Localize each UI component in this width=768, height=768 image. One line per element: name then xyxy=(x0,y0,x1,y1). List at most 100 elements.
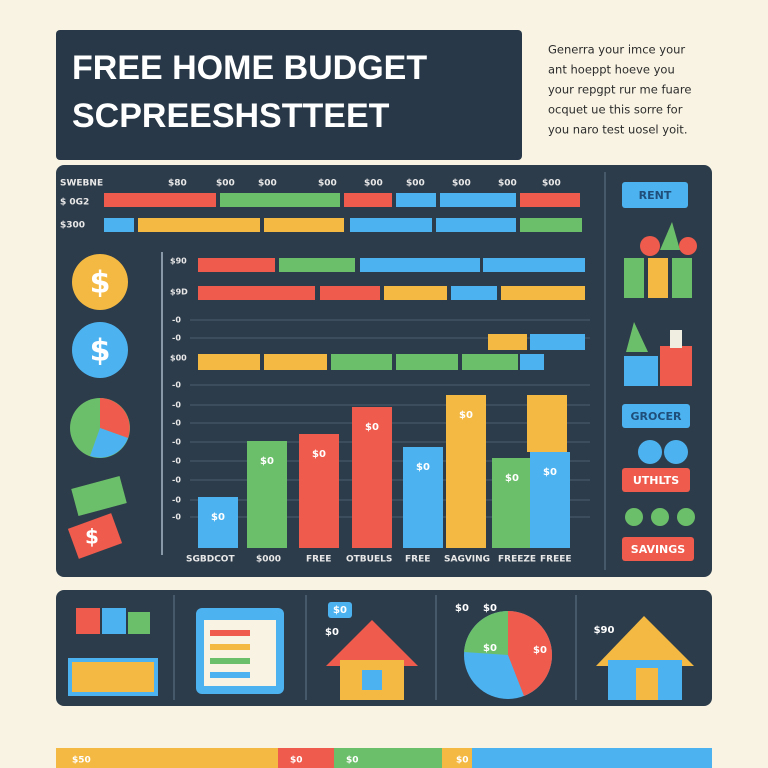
bar-segment xyxy=(104,218,134,232)
bar xyxy=(198,497,238,548)
title: SCPREESHSTTEET xyxy=(72,97,390,135)
panel-label: $0 xyxy=(533,645,547,656)
bar xyxy=(299,434,339,548)
x-label: SGBDCOT xyxy=(186,555,235,565)
y-label: -0 xyxy=(172,316,181,325)
badge xyxy=(328,602,352,618)
y-label: -0 xyxy=(172,438,181,447)
row-label: $300 xyxy=(60,221,85,231)
table-header: $00 xyxy=(258,179,277,189)
money-icon: $ xyxy=(67,476,127,559)
bar xyxy=(446,395,486,548)
footer-label: $0 xyxy=(346,756,359,766)
table-header: SWEBNE xyxy=(60,179,103,189)
bar-segment xyxy=(360,258,480,272)
description: ocquet ue this sorre for xyxy=(548,103,683,117)
sidebar-label: RENT xyxy=(639,189,672,202)
coin-icon xyxy=(72,322,128,378)
bar xyxy=(530,452,570,548)
bar xyxy=(527,395,567,452)
bar-label: $0 xyxy=(543,467,557,478)
bar-label: $0 xyxy=(211,512,225,523)
y-label: -0 xyxy=(172,513,181,522)
table-header: $80 xyxy=(168,179,187,189)
bar-segment xyxy=(198,286,315,300)
bar-segment xyxy=(264,218,344,232)
bar-segment xyxy=(488,334,527,350)
bar-segment xyxy=(220,193,340,207)
icon-glyph: $ xyxy=(90,266,111,301)
title: FREE HOME BUDGET xyxy=(72,49,427,87)
bar-segment xyxy=(384,286,447,300)
row-label: $9D xyxy=(170,288,188,297)
description: Generra your imce your xyxy=(548,43,685,57)
sidebar-button xyxy=(622,404,690,428)
grocery-icon xyxy=(624,322,692,386)
sidebar-button xyxy=(622,182,688,208)
footer-segment xyxy=(442,748,472,768)
icon-glyph: $ xyxy=(90,334,111,369)
y-label: -0 xyxy=(172,334,181,343)
row-label: $00 xyxy=(170,354,187,363)
bar-segment xyxy=(344,193,392,207)
panel-label: $0 xyxy=(325,627,339,638)
bar-segment xyxy=(520,354,544,370)
bar-segment xyxy=(279,258,355,272)
bar-segment xyxy=(198,258,275,272)
table-header: $00 xyxy=(364,179,383,189)
pie-icon xyxy=(70,398,130,458)
x-label: SAGVING xyxy=(444,555,490,565)
bar-segment xyxy=(483,258,585,272)
footer-label: $50 xyxy=(72,756,91,766)
bar-segment xyxy=(198,354,260,370)
calendar-icon xyxy=(196,608,284,694)
description: ant hoeppt hoeve you xyxy=(548,63,675,77)
bar-segment xyxy=(520,193,580,207)
panel-label: $0 xyxy=(483,603,497,614)
table-header: $00 xyxy=(406,179,425,189)
panel-label: $0 xyxy=(483,643,497,654)
bar-segment xyxy=(462,354,518,370)
bar xyxy=(352,407,392,548)
bar-label: $0 xyxy=(505,473,519,484)
y-label: -0 xyxy=(172,457,181,466)
description: you naro test uosel yoit. xyxy=(548,123,687,137)
svg-text:$: $ xyxy=(85,525,99,549)
x-label: FREEE xyxy=(540,555,572,565)
bar-label: $0 xyxy=(260,456,274,467)
y-label: -0 xyxy=(172,401,181,410)
bar-segment xyxy=(530,334,585,350)
footer-segment xyxy=(56,748,278,768)
bar xyxy=(247,441,287,548)
coin-icon xyxy=(72,254,128,310)
sidebar-label: UTHLTS xyxy=(633,474,679,487)
footer-label: $0 xyxy=(290,756,303,766)
x-label: FREE xyxy=(306,555,331,565)
panel-label: $0 xyxy=(455,603,469,614)
bar xyxy=(492,458,532,548)
sidebar-label: GROCER xyxy=(631,410,682,423)
bar-label: $0 xyxy=(459,410,473,421)
bar-segment xyxy=(520,218,582,232)
bar-segment xyxy=(436,218,516,232)
table-header: $00 xyxy=(216,179,235,189)
bar-label: $0 xyxy=(312,449,326,460)
bar-segment xyxy=(138,218,260,232)
x-label: FREEZE xyxy=(498,555,536,565)
bar-segment xyxy=(440,193,516,207)
table-header: $00 xyxy=(542,179,561,189)
bar-segment xyxy=(451,286,497,300)
bar-segment xyxy=(501,286,585,300)
bar-segment xyxy=(350,218,432,232)
house-icon xyxy=(596,616,694,700)
sidebar-button xyxy=(622,468,690,492)
y-label: -0 xyxy=(172,381,181,390)
y-label: -0 xyxy=(172,496,181,505)
savings-coins xyxy=(625,508,695,526)
sidebar-button xyxy=(622,537,694,561)
x-label: FREE xyxy=(405,555,430,565)
table-header: $00 xyxy=(498,179,517,189)
box-icon xyxy=(68,608,158,696)
